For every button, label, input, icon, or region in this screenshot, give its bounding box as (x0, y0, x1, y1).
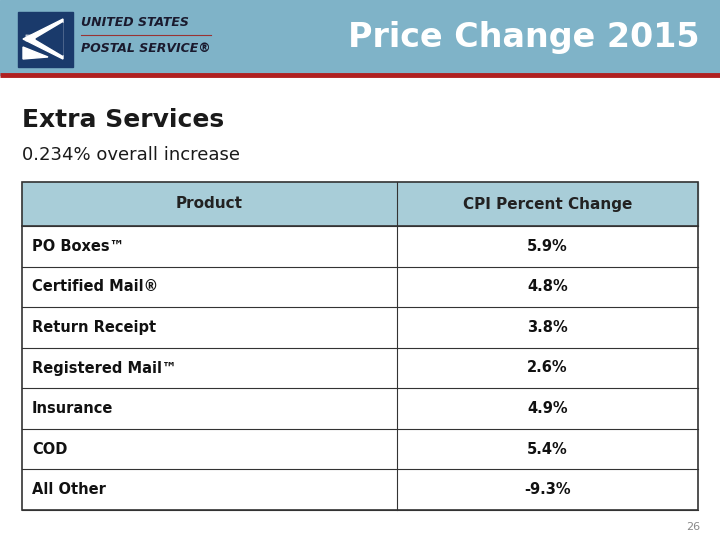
Text: CPI Percent Change: CPI Percent Change (463, 197, 632, 212)
Bar (18, 12, 73, 67)
Text: PO Boxes™: PO Boxes™ (32, 239, 125, 254)
Text: 2.6%: 2.6% (527, 361, 568, 375)
Bar (22, 267, 698, 307)
Bar (22, 182, 698, 510)
Text: COD: COD (32, 442, 68, 457)
Bar (22, 182, 698, 226)
Bar (22, 226, 698, 267)
Text: Insurance: Insurance (32, 401, 113, 416)
Text: 26: 26 (686, 522, 700, 532)
Text: Certified Mail®: Certified Mail® (32, 279, 158, 294)
Bar (0, 0, 720, 75)
Text: All Other: All Other (32, 482, 106, 497)
Polygon shape (23, 19, 63, 59)
Bar (22, 388, 698, 429)
Polygon shape (26, 35, 60, 41)
Polygon shape (23, 47, 48, 59)
Text: 0.234% overall increase: 0.234% overall increase (22, 146, 240, 164)
Text: 5.9%: 5.9% (527, 239, 568, 254)
Text: 5.4%: 5.4% (527, 442, 568, 457)
Bar (22, 469, 698, 510)
Text: UNITED STATES: UNITED STATES (81, 17, 189, 30)
Polygon shape (36, 23, 63, 55)
Text: Return Receipt: Return Receipt (32, 320, 156, 335)
Text: Price Change 2015: Price Change 2015 (348, 21, 700, 54)
Text: POSTAL SERVICE®: POSTAL SERVICE® (81, 43, 211, 56)
Text: 4.8%: 4.8% (527, 279, 568, 294)
Text: Product: Product (176, 197, 243, 212)
Text: Extra Services: Extra Services (22, 108, 224, 132)
Text: 3.8%: 3.8% (527, 320, 568, 335)
Text: 4.9%: 4.9% (527, 401, 568, 416)
Bar (22, 307, 698, 348)
Bar (22, 429, 698, 469)
Text: Registered Mail™: Registered Mail™ (32, 361, 176, 375)
Text: -9.3%: -9.3% (524, 482, 571, 497)
Bar (22, 348, 698, 388)
